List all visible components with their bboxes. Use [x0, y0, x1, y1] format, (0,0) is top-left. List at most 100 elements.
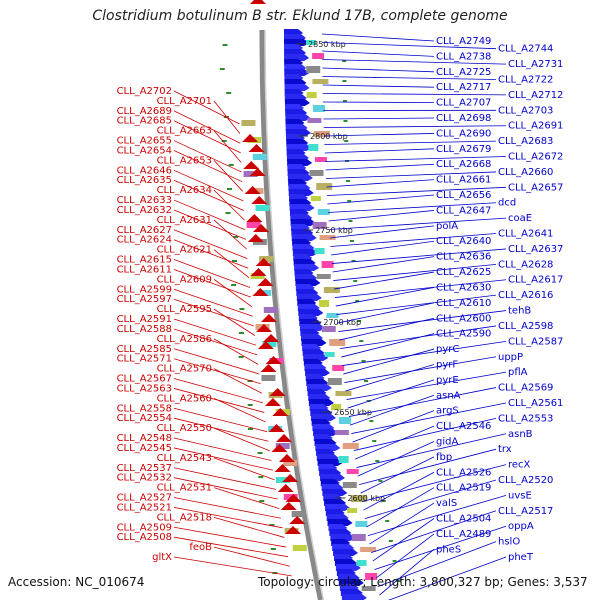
reverse-label-leader: [213, 219, 247, 250]
reverse-gene-label: CLL_A2615: [117, 255, 172, 266]
reverse-label-leader: [213, 427, 271, 452]
rna-marker: [219, 68, 225, 70]
forward-label-leader: [322, 67, 435, 73]
reverse-gene-label: CLL_A2624: [117, 235, 172, 246]
forward-label-leader: [324, 140, 497, 145]
feature-block: [255, 205, 270, 211]
feature-block: [246, 222, 261, 228]
reverse-gene-arrow: [244, 186, 261, 194]
scale-tick-label: 2750 kbp: [315, 226, 353, 235]
forward-label-leader: [334, 279, 507, 298]
reverse-gene-label: CLL_A2689: [117, 106, 172, 117]
reverse-gene-label: CLL_A2634: [157, 185, 212, 196]
rna-marker: [385, 520, 390, 522]
rna-marker: [392, 560, 397, 562]
rna-marker: [231, 284, 237, 286]
feature-block: [319, 235, 336, 240]
forward-label-leader: [322, 59, 507, 65]
reverse-gene-label: CLL_A2558: [117, 403, 172, 414]
forward-gene-label: CLL_A2625: [436, 267, 491, 278]
forward-gene-label: pflA: [508, 367, 528, 378]
forward-gene-label: CLL_A2636: [436, 252, 491, 263]
reverse-label-leader: [173, 150, 243, 183]
reverse-gene-arrow: [247, 234, 264, 242]
forward-label-leader: [326, 186, 507, 196]
feature-block: [334, 430, 349, 435]
rna-marker: [238, 332, 244, 334]
rna-marker: [359, 340, 364, 342]
rna-marker: [353, 280, 358, 282]
reverse-label-leader: [213, 130, 242, 163]
rna-marker: [248, 428, 254, 430]
forward-gene-label: pyrE: [436, 375, 459, 386]
forward-gene-label: CLL_A2504: [436, 513, 491, 524]
reverse-gene-arrow: [263, 334, 280, 342]
forward-gene-label: CLL_A2660: [498, 167, 553, 178]
reverse-gene-label: CLL_A2655: [117, 136, 172, 147]
feature-block: [309, 170, 324, 176]
reverse-gene-arrow: [257, 341, 274, 349]
reverse-label-leader: [213, 368, 262, 394]
feature-block: [332, 365, 345, 371]
reverse-label-leader: [173, 209, 247, 240]
reverse-gene-arrow: [264, 398, 281, 406]
reverse-label-leader: [213, 546, 290, 567]
forward-label-leader: [372, 518, 435, 562]
reverse-gene-label: CLL_A2518: [157, 512, 212, 523]
feature-block: [259, 256, 274, 262]
reverse-gene-label: CLL_A2595: [157, 304, 212, 315]
reverse-gene-arrow: [269, 388, 286, 396]
reverse-gene-arrow: [268, 424, 285, 432]
forward-gene-label: CLL_A2744: [498, 44, 553, 55]
reverse-gene-arrow: [278, 454, 295, 462]
reverse-gene-label: CLL_A2635: [117, 175, 172, 186]
reverse-label-leader: [173, 378, 264, 404]
reverse-gene-label: CLL_A2586: [157, 334, 212, 345]
rna-marker: [364, 380, 369, 382]
reverse-gene-arrow: [255, 258, 272, 266]
reverse-label-leader: [173, 348, 260, 375]
reverse-gene-arrow: [277, 484, 294, 492]
forward-gene-label: CLL_A2561: [508, 398, 563, 409]
feature-block: [361, 586, 376, 591]
reverse-label-leader: [173, 318, 256, 346]
reverse-gene-arrow: [252, 288, 269, 296]
reverse-gene-label: CLL_A2567: [117, 374, 172, 385]
forward-gene-label: CLL_A2717: [436, 82, 491, 93]
feature-block: [329, 339, 346, 346]
reverse-gene-arrow: [257, 278, 274, 286]
forward-gene-label: CLL_A2569: [498, 383, 553, 394]
reverse-gene-arrow: [246, 214, 263, 222]
forward-label-leader: [352, 410, 435, 443]
backbone-arc: [259, 30, 323, 600]
forward-label-leader: [356, 433, 507, 468]
rna-marker: [369, 420, 374, 422]
feature-block: [306, 92, 317, 98]
feature-block: [331, 404, 342, 410]
forward-gene-label: CLL_A2617: [508, 275, 563, 286]
reverse-gene-label: CLL_A2597: [117, 294, 172, 305]
reverse-label-leader: [213, 516, 285, 538]
forward-gene-label: CLL_A2657: [508, 182, 563, 193]
forward-gene-label: asnA: [436, 390, 461, 401]
reverse-gene-arrow: [248, 144, 265, 152]
feature-block: [263, 307, 278, 313]
rna-marker: [225, 212, 231, 214]
forward-gene-label: CLL_A2738: [436, 51, 491, 62]
forward-label-leader: [336, 294, 497, 315]
forward-label-leader: [322, 101, 435, 104]
forward-gene-label: CLL_A2725: [436, 67, 491, 78]
feature-block: [312, 222, 327, 229]
forward-label-leader: [327, 202, 497, 213]
reverse-gene-label: CLL_A2543: [157, 453, 212, 464]
rna-marker: [226, 92, 232, 94]
reverse-label-leader: [173, 358, 261, 384]
reverse-label-leader: [213, 338, 259, 365]
reverse-label-leader: [213, 487, 280, 509]
reverse-label-leader: [213, 249, 250, 279]
forward-gene-label: hslO: [498, 537, 520, 548]
feature-block: [306, 40, 317, 45]
reverse-label-leader: [173, 140, 242, 173]
reverse-gene-label: CLL_A2532: [117, 473, 172, 484]
reverse-gene-label: CLL_A2663: [157, 126, 212, 137]
